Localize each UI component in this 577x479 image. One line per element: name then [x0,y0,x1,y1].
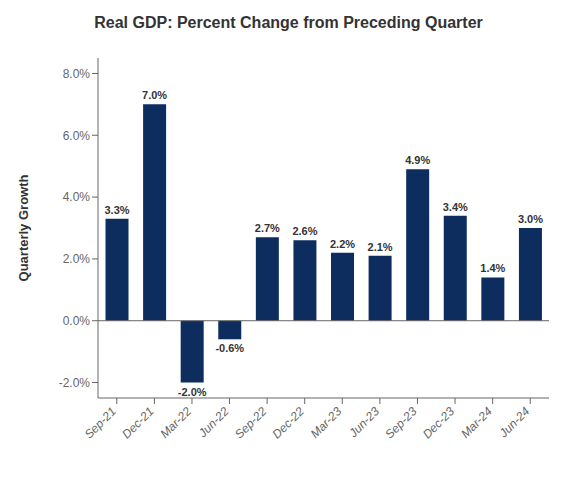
svg-text:4.9%: 4.9% [405,154,430,166]
html-text:Real GDP: Percent Change from: Real GDP: Percent Change from Preceding … [94,14,483,31]
svg-text:Mar-23: Mar-23 [308,404,345,441]
svg-text:Dec-23: Dec-23 [420,404,457,441]
svg-text:-0.6%: -0.6% [215,342,244,354]
svg-text:2.2%: 2.2% [330,238,355,250]
svg-text:Mar-24: Mar-24 [458,404,495,441]
svg-text:6.0%: 6.0% [63,129,91,143]
svg-text:2.1%: 2.1% [368,241,393,253]
svg-text:Sep-22: Sep-22 [232,404,269,441]
svg-text:-2.0%: -2.0% [178,386,207,398]
svg-text:Mar-22: Mar-22 [157,404,194,441]
svg-text:Dec-21: Dec-21 [119,404,156,441]
svg-text:Quarterly Growth: Quarterly Growth [16,174,31,281]
svg-text:Dec-22: Dec-22 [270,404,307,441]
svg-text:Sep-21: Sep-21 [82,404,119,441]
svg-text:3.3%: 3.3% [104,204,129,216]
svg-text:8.0%: 8.0% [63,67,91,81]
svg-text:2.7%: 2.7% [255,222,280,234]
svg-text:3.4%: 3.4% [443,201,468,213]
svg-text:0.0%: 0.0% [63,314,91,328]
svg-text:4.0%: 4.0% [63,190,91,204]
svg-text:Jun-22: Jun-22 [195,404,232,441]
svg-text:3.0%: 3.0% [518,213,543,225]
svg-text:2.6%: 2.6% [292,225,317,237]
svg-text:-2.0%: -2.0% [59,376,91,390]
svg-text:2.0%: 2.0% [63,252,91,266]
svg-text:7.0%: 7.0% [142,89,167,101]
svg-text:Sep-23: Sep-23 [382,404,419,441]
svg-text:1.4%: 1.4% [480,262,505,274]
svg-text:Jun-23: Jun-23 [345,404,382,441]
svg-text:Jun-24: Jun-24 [496,404,533,441]
